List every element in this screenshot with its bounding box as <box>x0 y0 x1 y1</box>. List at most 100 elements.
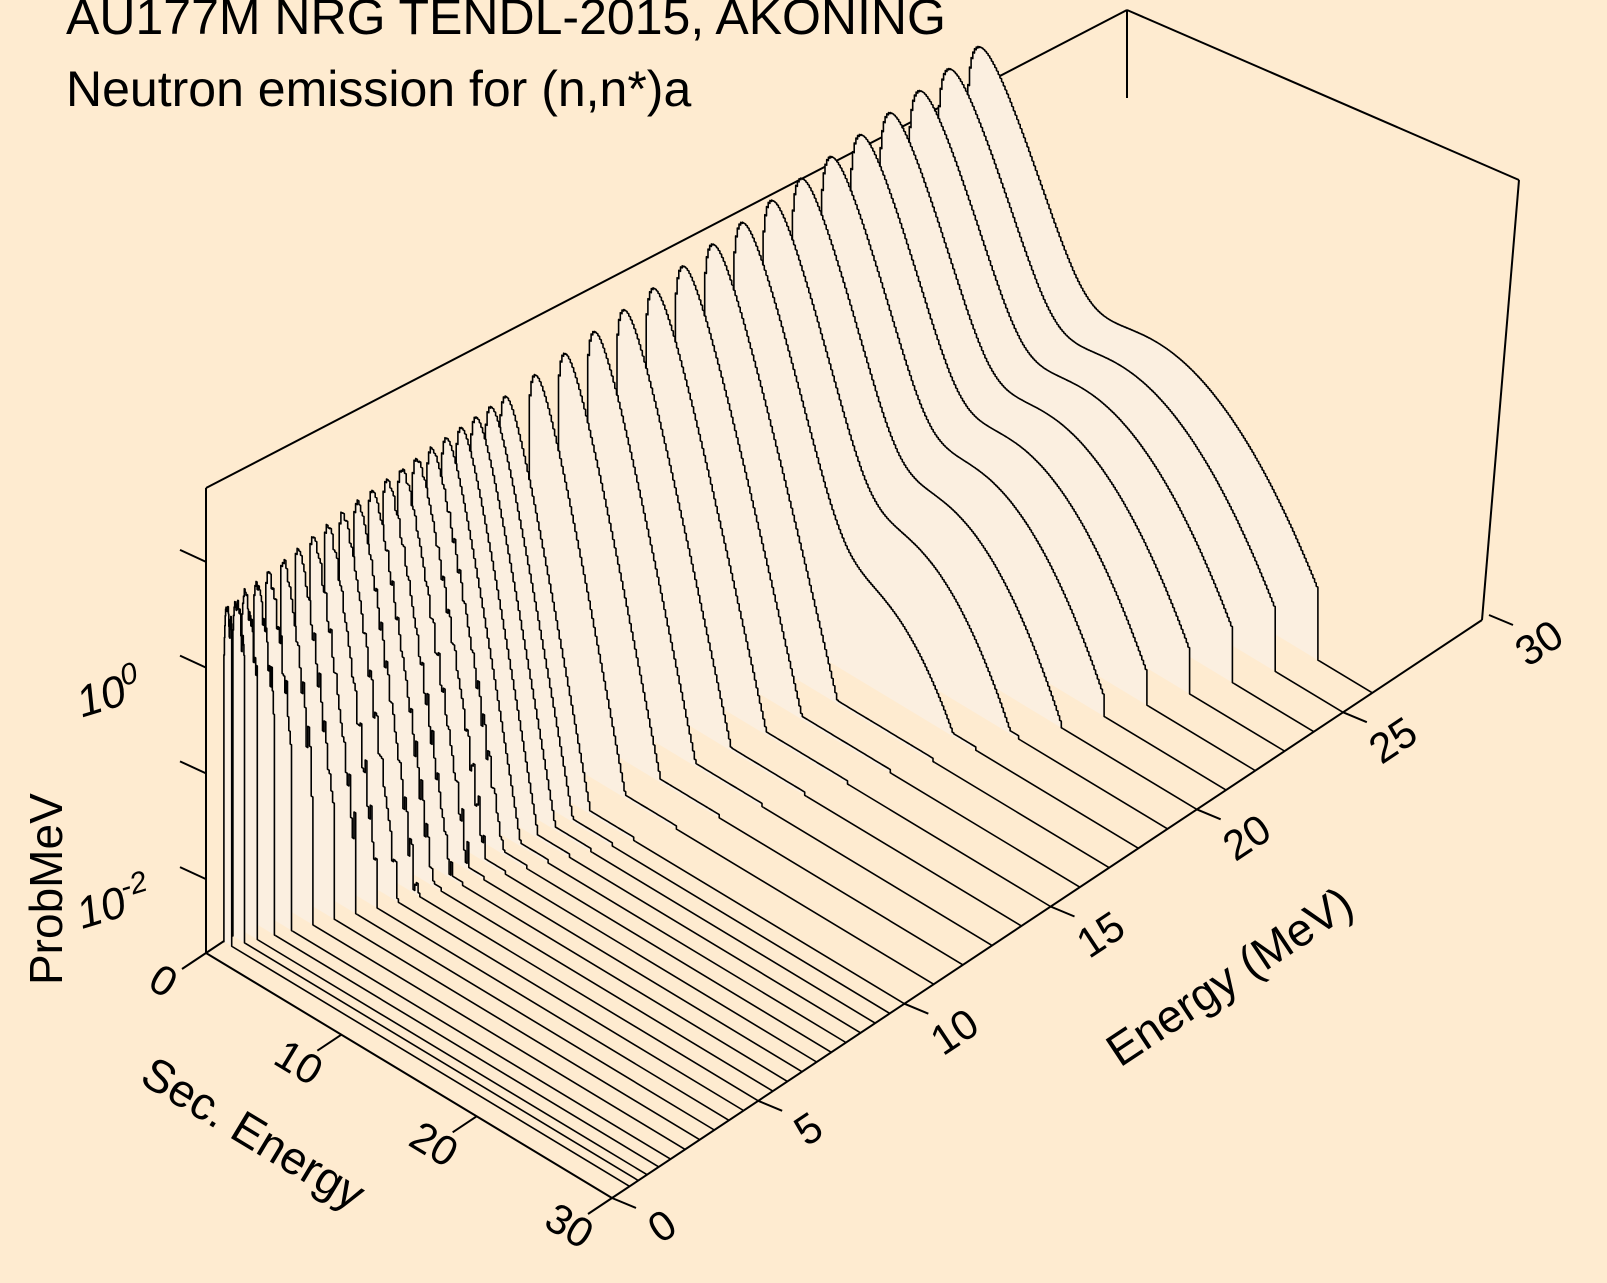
spectrum-fill <box>936 68 1277 673</box>
spectrum-fill <box>232 600 246 944</box>
spectrum-tail <box>399 902 744 1112</box>
y-axis-label: ProbMeV <box>20 793 72 985</box>
spectrum-tail <box>592 851 876 1024</box>
spectrum-tail <box>805 795 1022 927</box>
spectrum-tail <box>1190 694 1285 752</box>
y-tick-label: 10-2 <box>69 865 157 939</box>
spectrum-tail <box>634 840 905 1005</box>
z-tick-label: 10 <box>922 999 987 1064</box>
spectrum-tail <box>257 939 648 1176</box>
spectrum-tail <box>1276 671 1344 713</box>
spectrum-series <box>936 67 1344 713</box>
x-tick-label: 0 <box>141 954 185 1006</box>
z-tick-mark <box>1196 808 1222 821</box>
spectrum-line <box>468 416 594 854</box>
x-tick-label: 20 <box>402 1112 466 1176</box>
y-tick-mark <box>179 548 207 563</box>
spectrum-tail <box>1233 682 1315 733</box>
spectrum-line <box>936 67 1278 674</box>
spectrum-tail <box>244 942 639 1182</box>
z-tick-mark <box>1488 614 1514 626</box>
spectrum-line <box>278 558 316 927</box>
spectrum-tail <box>442 891 774 1092</box>
spectrum-tail <box>613 846 891 1015</box>
spectrum-line <box>483 405 615 848</box>
spectrum-line <box>337 511 401 904</box>
spectrum-line <box>231 599 246 944</box>
spectrum-tail <box>356 913 715 1131</box>
spectrum-tail <box>463 885 788 1083</box>
x-tick-mark <box>452 1115 478 1134</box>
z-tick-label: 25 <box>1360 708 1425 773</box>
spectrum-line <box>424 446 529 871</box>
spectrum-fill <box>241 588 259 940</box>
spectrum-tail <box>848 784 1051 908</box>
spectrum-line <box>497 395 636 843</box>
box-right-vertical <box>1481 179 1520 621</box>
spectrum-tail <box>1019 739 1168 830</box>
chart-title: AU177M NRG TENDL-2015, AKONING <box>66 0 946 45</box>
chart-subtitle: Neutron emission for (n,n*)a <box>66 61 692 117</box>
spectrum-line <box>644 287 850 786</box>
spectrum-line <box>240 587 259 941</box>
spectrum-line <box>556 352 722 820</box>
spectra-group <box>223 45 1373 1187</box>
spectrum-series <box>223 605 630 1187</box>
spectrum-tail <box>485 880 803 1073</box>
spectrum-line <box>322 523 380 910</box>
spectrum-tail <box>292 930 671 1160</box>
z-tick-label: 30 <box>1507 610 1572 675</box>
spectrum-line <box>848 133 1150 707</box>
z-tick-mark <box>611 1197 637 1209</box>
spectrum-line <box>790 177 1064 730</box>
spectrum-tail <box>891 773 1081 888</box>
spectrum-tail <box>314 925 686 1151</box>
spectrum-line <box>351 499 422 899</box>
spectrum-line <box>877 111 1192 696</box>
spectrum-line <box>585 330 765 809</box>
x-tick-label: 10 <box>267 1030 331 1094</box>
spectrum-tail <box>1062 728 1198 810</box>
z-tick-label: 5 <box>785 1103 830 1155</box>
spectrum-line <box>380 478 465 888</box>
x-axis-label: Sec. Energy <box>133 1046 374 1220</box>
x-tick-mark <box>316 1033 342 1052</box>
spectrum-series <box>231 599 639 1182</box>
y-tick-mark <box>179 760 207 775</box>
spectrum-tail <box>720 818 964 966</box>
y-tick-mark <box>179 654 207 669</box>
spectrum-line <box>731 221 978 752</box>
spectrum-tail <box>1105 716 1227 791</box>
spectrum-tail <box>1319 660 1373 694</box>
z-tick-mark <box>757 1099 783 1112</box>
spectrum-tail <box>527 868 832 1053</box>
spectrum-series <box>252 580 660 1168</box>
z-tick-label: 20 <box>1214 805 1279 870</box>
spectrum-tail <box>977 750 1139 849</box>
spectrum-line <box>965 45 1321 662</box>
axis-incident-energy <box>611 619 1483 1199</box>
spectrum-line <box>702 243 936 764</box>
spectrum-line <box>614 308 807 797</box>
spectrum-tail <box>1148 705 1256 772</box>
spectrum-tail <box>421 897 759 1102</box>
spectrum-tail <box>934 761 1110 869</box>
x-tick-label: 30 <box>537 1193 601 1257</box>
spectrum-line <box>264 570 294 932</box>
spectrum-line <box>307 536 358 916</box>
spectrum-tail <box>677 829 935 985</box>
spectrum-fill <box>223 606 233 947</box>
z-tick-mark <box>903 1002 929 1015</box>
spectrum-tail <box>378 908 730 1121</box>
spectrum-tail <box>335 919 701 1141</box>
spectrum-series <box>240 587 648 1176</box>
z-axis-label: Energy (MeV) <box>1097 876 1362 1076</box>
spectrum-line <box>410 457 508 876</box>
spectrum-line <box>907 89 1235 685</box>
x-tick-mark <box>587 1197 613 1215</box>
spectrum-tail <box>763 806 993 947</box>
spectrum-line <box>819 155 1107 719</box>
z-tick-mark <box>1050 905 1075 918</box>
